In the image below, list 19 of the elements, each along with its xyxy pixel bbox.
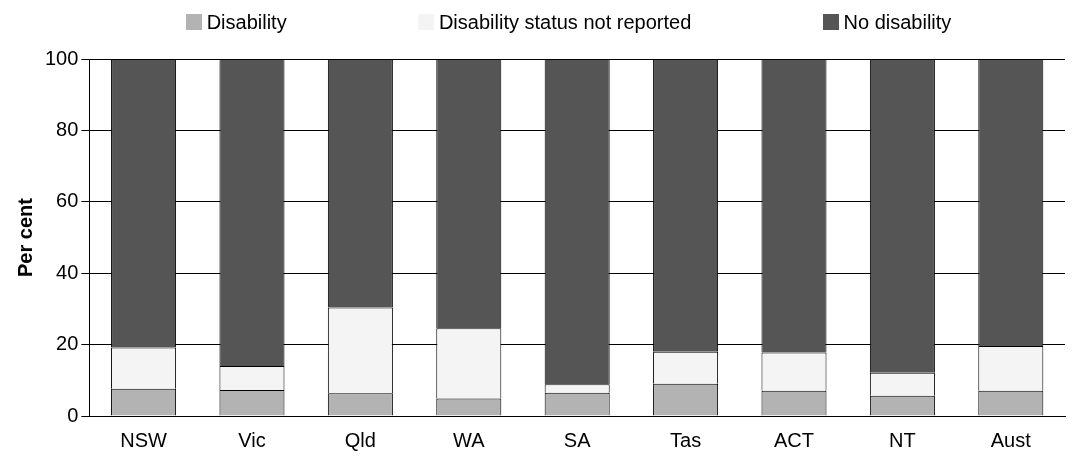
legend-label: No disability (843, 10, 952, 34)
y-tick-label: 20 (56, 332, 79, 355)
y-tick-label: 80 (56, 117, 79, 140)
x-tick-label: SA (563, 428, 592, 451)
y-tick-label: 60 (56, 189, 79, 212)
legend-label: Disability (206, 10, 287, 34)
x-tick-label: Tas (670, 428, 702, 451)
x-tick-label: Vic (238, 428, 266, 451)
x-tick-label: Qld (344, 428, 376, 451)
x-tick-label: ACT (773, 428, 814, 451)
y-tick-label: 100 (44, 46, 79, 69)
x-tick-label: NT (889, 428, 916, 451)
y-tick-label: 0 (67, 403, 79, 426)
x-tick-label: NSW (120, 428, 168, 451)
y-tick-label: 40 (56, 260, 79, 283)
y-axis-title: Per cent (13, 197, 36, 277)
legend-label: Disability status not reported (438, 10, 692, 34)
x-tick-label: WA (453, 428, 486, 451)
x-tick-label: Aust (990, 428, 1032, 451)
